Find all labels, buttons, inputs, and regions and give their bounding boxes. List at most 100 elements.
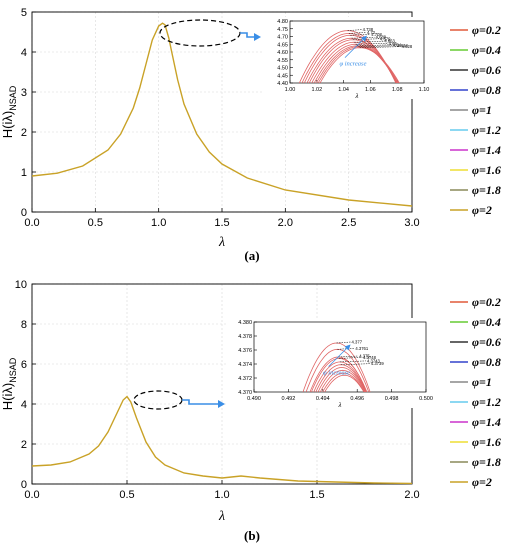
- inset-peak-label: 4.689: [376, 35, 387, 40]
- inset-y-tick-label: 4.55: [277, 58, 288, 64]
- y-tick-label: 0: [21, 479, 27, 491]
- legend-label: φ=1.2: [472, 123, 501, 137]
- inset-y-tick-label: 4.60: [277, 50, 288, 56]
- zoom-arrow: [240, 32, 258, 38]
- inset-x-tick-label: 0.498: [385, 396, 399, 402]
- y-axis-label-main: H(iλ): [0, 383, 15, 410]
- x-tick-label: 1.5: [214, 217, 229, 229]
- legend: φ=0.2 φ=0.4 φ=0.6 φ=0.8 φ=1 φ=1.2 φ=1.4 φ=1.6 φ=…: [450, 23, 501, 217]
- zoom-arrow: [182, 399, 222, 405]
- x-tick-label: 3.0: [404, 217, 419, 229]
- inset-x-tick-label: 1.08: [392, 87, 403, 93]
- inset-peak-label: 4.65: [389, 41, 398, 46]
- inset-peak-leader: [352, 38, 379, 41]
- x-tick-label: 2.0: [278, 217, 293, 229]
- inset-peak-label: 4.64: [393, 42, 402, 47]
- inset-annotation: φ increase: [339, 61, 366, 68]
- inset-peak-label: 4.634: [397, 43, 408, 48]
- inset-peak-leader: [339, 360, 367, 363]
- legend-label: φ=1.6: [472, 163, 501, 177]
- inset-x-tick-label: 1.04: [338, 87, 349, 93]
- x-tick-label: 2.0: [404, 489, 419, 501]
- legend-label: φ=1.8: [472, 183, 501, 197]
- y-tick-label: 1: [21, 167, 27, 179]
- y-axis-label: H(iλ)NSAD: [0, 357, 18, 410]
- y-tick-label: 0: [21, 207, 27, 219]
- y-tick-label: 4: [21, 399, 27, 411]
- y-tick-label: 6: [21, 359, 27, 371]
- inset-peak-leader: [355, 43, 388, 45]
- legend-label: φ=0.2: [472, 295, 501, 309]
- panel-label: (b): [244, 528, 260, 543]
- inset-y-tick-label: 4.70: [277, 35, 288, 41]
- inset-peak-leader: [339, 357, 363, 359]
- x-tick-label: 0.0: [24, 489, 39, 501]
- inset-y-tick-label: 4.65: [277, 42, 288, 48]
- inset-y-tick-label: 4.50: [277, 66, 288, 72]
- inset-y-tick-label: 4.378: [238, 334, 252, 340]
- legend-label: φ=1.6: [472, 435, 501, 449]
- inset-curve: [317, 46, 399, 83]
- inset-peak-leader: [351, 36, 375, 39]
- y-tick-label: 4: [21, 47, 27, 59]
- inset-x-axis-label: λ: [337, 401, 341, 409]
- inset-peak-leader: [338, 355, 359, 358]
- legend-label: φ=1: [472, 375, 492, 389]
- inset-y-tick-label: 4.75: [277, 27, 288, 33]
- inset-y-tick-label: 4.370: [238, 390, 252, 396]
- inset-peak-leader: [350, 34, 371, 36]
- panel-a: 0.0 0.5 1.0 1.5 2.0 2.5 3.0 0 1 2 3 4 5 λ H(iλ)NSAD (a)…: [0, 7, 501, 263]
- legend-label: φ=0.8: [472, 83, 501, 97]
- x-tick-label: 1.0: [214, 489, 229, 501]
- legend-label: φ=1.8: [472, 455, 501, 469]
- inset-y-tick-label: 4.45: [277, 73, 288, 79]
- legend-label: φ=0.6: [472, 63, 501, 77]
- inset-peak-label: 4.679: [380, 36, 391, 41]
- inset-peak-label: 4.708: [371, 32, 382, 37]
- y-tick-label: 2: [21, 439, 27, 451]
- inset-peak-leader: [358, 45, 397, 47]
- inset-y-tick-label: 4.380: [238, 320, 252, 326]
- legend-label: φ=1.4: [472, 415, 501, 429]
- legend-label: φ=2: [472, 203, 492, 217]
- y-tick-label: 5: [21, 7, 27, 19]
- inset-annotation-arrow: [328, 346, 349, 367]
- legend-label: φ=0.4: [472, 43, 501, 57]
- zoom-arrow-head: [254, 33, 261, 41]
- inset-y-tick-label: 4.374: [238, 362, 252, 368]
- inset-curve: [305, 348, 370, 392]
- inset-y-tick-label: 4.40: [277, 81, 288, 87]
- inset-curve: [310, 357, 368, 392]
- inset-frame: [253, 321, 427, 393]
- inset-x-tick-label: 0.492: [282, 396, 296, 402]
- inset-annotation-arrowhead: [360, 35, 367, 42]
- panel-b: 0.0 0.5 1.0 1.5 2.0 0 2 4 6 8 10 λ H(iλ)NSAD (b) 0.490…: [0, 279, 501, 543]
- y-axis-label-main: H(iλ): [0, 111, 15, 138]
- y-tick-label: 2: [21, 127, 27, 139]
- x-tick-label: 0.0: [24, 217, 39, 229]
- legend-label: φ=0.6: [472, 335, 501, 349]
- legend-label: φ=1: [472, 103, 492, 117]
- inset-x-tick-label: 1.06: [365, 87, 376, 93]
- legend-label: φ=1.4: [472, 143, 501, 157]
- inset-peak-label: 4.3748: [363, 355, 376, 360]
- inset-peak-label: 4.628: [402, 44, 413, 49]
- inset-x-tick-label: 0.496: [350, 396, 364, 402]
- inset-annotation-arrowhead: [344, 344, 351, 351]
- inset-x-axis-label: λ: [354, 92, 358, 100]
- legend-label: φ=0.2: [472, 23, 501, 37]
- y-tick-label: 3: [21, 87, 27, 99]
- x-tick-label: 1.0: [151, 217, 166, 229]
- legend-label: φ=2: [472, 475, 492, 489]
- plot-frame: [31, 11, 413, 213]
- x-tick-label: 0.5: [119, 489, 134, 501]
- x-tick-label: 2.5: [341, 217, 356, 229]
- inset-annotation-arrow: [344, 37, 366, 58]
- inset-curve: [317, 367, 366, 392]
- inset-peak-label: 4.3739: [371, 361, 384, 366]
- inset-annotation: φ increase: [323, 370, 350, 377]
- legend: φ=0.2 φ=0.4 φ=0.6 φ=0.8 φ=1 φ=1.2 φ=1.4 φ=1.6 φ=…: [450, 295, 501, 489]
- inset-peak-label: 4.377: [352, 340, 363, 345]
- inset-curve: [324, 374, 365, 392]
